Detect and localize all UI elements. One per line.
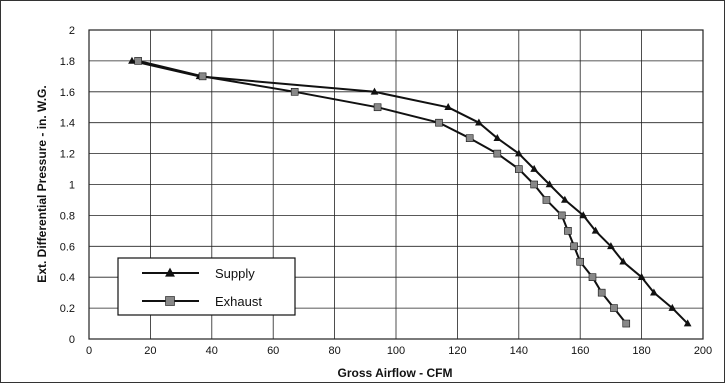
exhaust-point xyxy=(564,227,572,235)
supply-point xyxy=(591,226,600,234)
legend-box xyxy=(117,257,296,316)
supply-point xyxy=(607,242,615,250)
exhaust-point xyxy=(465,134,474,142)
supply-point xyxy=(637,273,646,280)
exhaust-point xyxy=(610,304,618,312)
x-tick-label: 200 xyxy=(694,345,712,357)
supply-point xyxy=(650,288,658,296)
supply-point xyxy=(579,211,588,219)
supply-point xyxy=(561,195,569,203)
supply-point xyxy=(619,257,628,265)
x-tick-label: 20 xyxy=(144,345,156,357)
supply-point xyxy=(530,164,538,172)
x-axis-title: Gross Airflow - CFM xyxy=(338,366,453,380)
y-tick-label: 1.4 xyxy=(60,118,75,130)
y-tick-label: 1.2 xyxy=(60,149,75,161)
x-tick-label: 100 xyxy=(387,345,405,357)
supply-point xyxy=(545,180,554,188)
x-tick-label: 40 xyxy=(206,345,218,357)
y-tick-label: 0.4 xyxy=(60,272,75,284)
y-tick-label: 1 xyxy=(69,180,75,192)
exhaust-point xyxy=(134,57,142,65)
y-tick-label: 0.2 xyxy=(60,303,75,315)
tick-labels: 0 20 40 60 80 100 120 140 160 180 200 0 0.2 0.4 0.6 0.8… xyxy=(60,25,712,357)
legend: Supply Exhaust xyxy=(117,257,296,316)
x-tick-label: 140 xyxy=(510,345,528,357)
legend-exhaust-marker xyxy=(165,296,175,306)
x-tick-label: 0 xyxy=(86,345,92,357)
exhaust-point xyxy=(493,149,502,158)
supply-point xyxy=(514,149,523,157)
y-tick-label: 2 xyxy=(69,25,75,37)
exhaust-point xyxy=(530,180,538,189)
y-tick-label: 1.6 xyxy=(60,87,75,99)
exhaust-point xyxy=(588,273,597,282)
series-exhaust xyxy=(134,57,631,328)
y-tick-label: 0.8 xyxy=(60,210,75,222)
x-tick-label: 120 xyxy=(448,345,466,357)
supply-point xyxy=(444,103,453,111)
x-tick-label: 180 xyxy=(632,345,650,357)
exhaust-point xyxy=(435,118,443,127)
supply-point xyxy=(475,118,483,126)
x-tick-label: 80 xyxy=(328,345,340,357)
exhaust-point xyxy=(557,211,566,220)
exhaust-point xyxy=(198,72,207,81)
y-tick-label: 0 xyxy=(69,334,75,346)
x-tick-label: 60 xyxy=(267,345,279,357)
legend-exhaust-label: Exhaust xyxy=(215,294,262,309)
y-tick-label: 0.6 xyxy=(60,241,75,253)
supply-point xyxy=(128,56,136,64)
supply-point xyxy=(493,133,502,141)
supply-point xyxy=(370,87,379,95)
exhaust-point xyxy=(576,257,585,266)
y-axis-title: Ext. Differential Pressure - in. W.G. xyxy=(35,85,49,282)
exhaust-point xyxy=(514,165,523,173)
exhaust-point xyxy=(570,242,578,251)
exhaust-point xyxy=(622,319,631,328)
legend-supply-label: Supply xyxy=(215,266,255,281)
exhaust-point xyxy=(290,88,299,96)
supply-point xyxy=(668,303,677,311)
exhaust-point xyxy=(373,103,382,112)
supply-point xyxy=(683,319,692,327)
legend-supply-marker xyxy=(165,267,175,277)
exhaust-point xyxy=(542,196,551,204)
y-tick-label: 1.8 xyxy=(60,56,75,68)
series-layer xyxy=(128,56,692,328)
x-tick-label: 160 xyxy=(571,345,589,357)
exhaust-point xyxy=(597,288,606,297)
